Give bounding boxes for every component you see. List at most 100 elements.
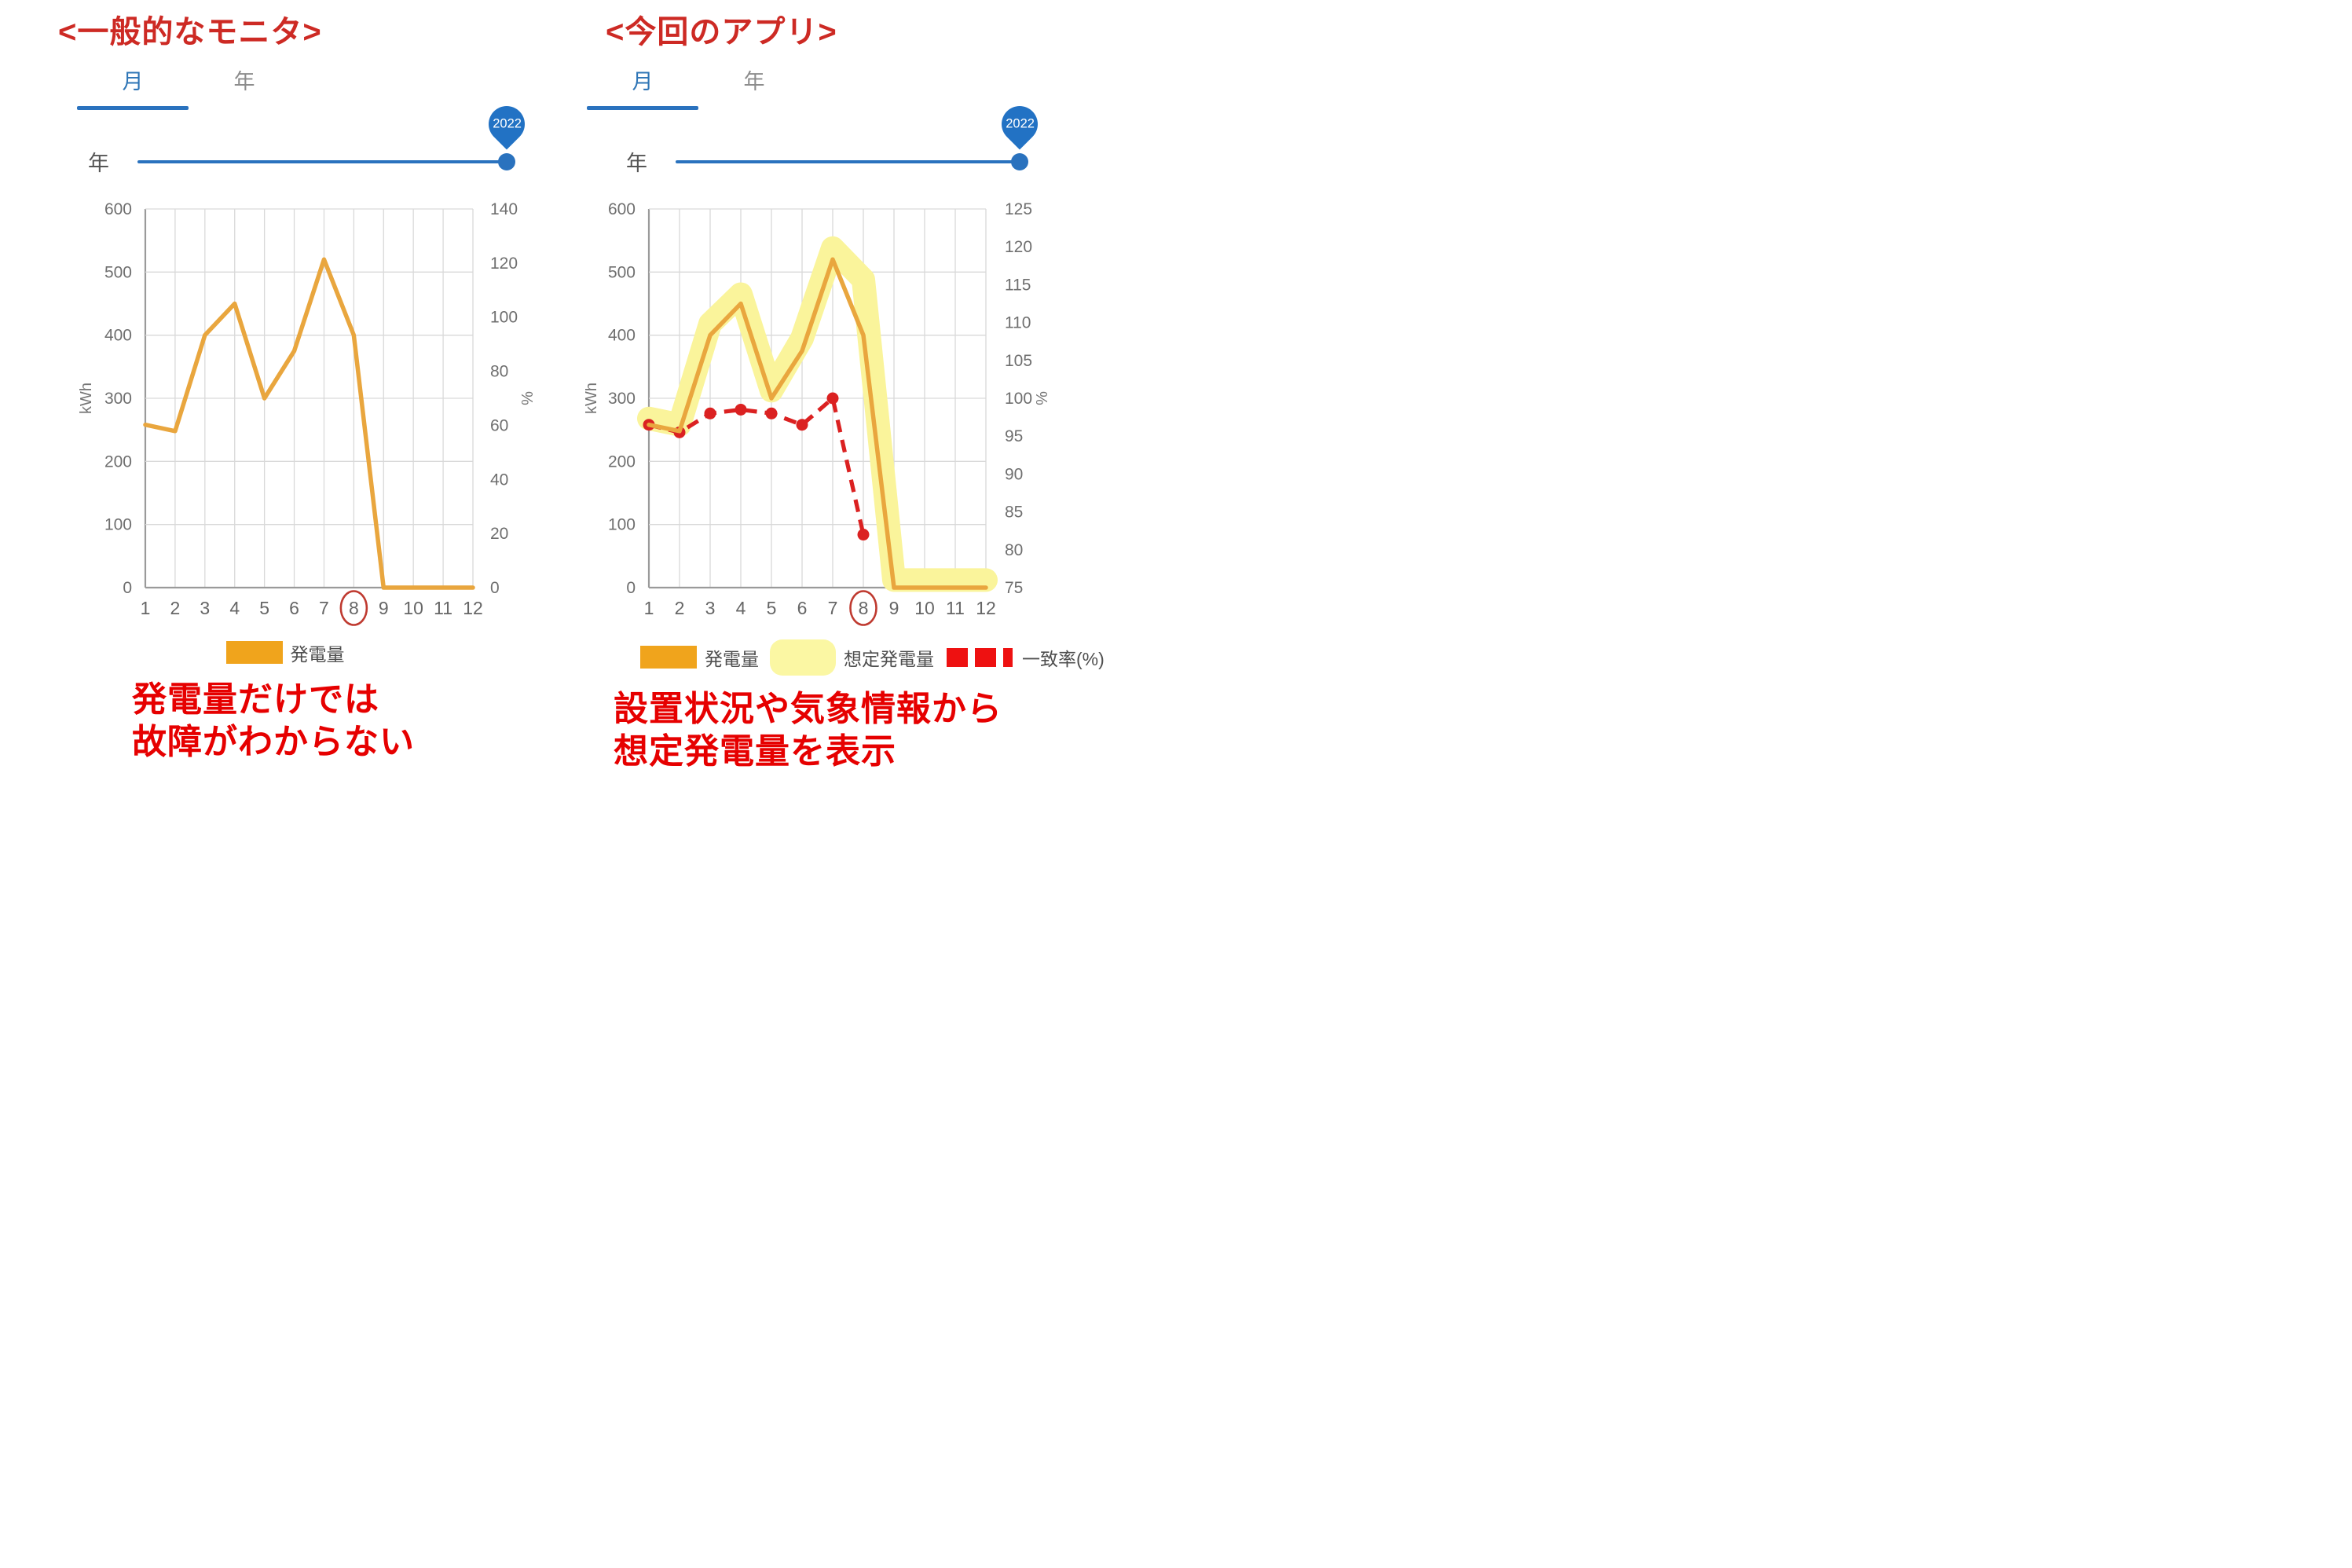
tab-month[interactable]: 月: [587, 64, 698, 110]
x-tick-label: 1: [644, 598, 654, 618]
panel-generic-monitor: <一般的なモニタ> 月 年 年 2022 0 100 200 300 400 500 600…: [0, 0, 585, 784]
x-tick-label: 11: [434, 598, 452, 618]
y-tick-label: 400: [104, 326, 132, 344]
panel-this-app: <今回のアプリ> 月 年 年 2022 0 100 200 300 400 500 600 7…: [585, 0, 1176, 784]
month-highlight-circle: [339, 589, 368, 626]
y-tick-label: 110: [1005, 313, 1031, 332]
slider-label: 年: [626, 152, 647, 175]
y-tick-label: 115: [1005, 276, 1031, 294]
slider-track-wrap: 2022: [676, 97, 1046, 170]
x-tick-label: 4: [736, 598, 746, 618]
y-tick-label: 140: [490, 200, 518, 218]
series-match-rate-line: [648, 394, 866, 535]
left-axis-tick-labels: 0 100 200 300 400 500 600: [104, 200, 132, 597]
x-tick-label: 4: [229, 598, 240, 618]
y-tick-label: 95: [1005, 427, 1023, 445]
legend-item: 一致率(%): [945, 644, 1105, 671]
legend-item: 発電量: [225, 639, 345, 666]
x-tick-label: 7: [319, 598, 329, 618]
left-axis-tick-labels: 0 100 200 300 400 500 600: [608, 200, 636, 597]
tab-month-label: 月: [632, 70, 654, 93]
caption-right: 設置状況や気象情報から 想定発電量を表示: [585, 688, 1176, 774]
match-rate-point: [704, 407, 716, 419]
y-tick-label: 80: [490, 362, 508, 380]
active-tab-underline: [77, 106, 189, 110]
caption-left: 発電量だけでは 故障がわからない: [0, 679, 585, 764]
y-tick-label: 120: [490, 254, 518, 272]
slider-track-wrap: 2022: [137, 97, 533, 170]
x-tick-label: 9: [889, 598, 899, 618]
y-tick-label: 80: [1005, 540, 1023, 559]
caption-line: 発電量だけでは: [132, 680, 379, 719]
y-tick-label: 300: [608, 390, 636, 408]
x-tick-label: 7: [828, 598, 838, 618]
y-tick-label: 20: [490, 525, 508, 543]
y-tick-label: 600: [608, 200, 636, 218]
legend: 発電量 想定発電量 一致率(%): [585, 639, 1176, 676]
match-rate-point: [857, 528, 870, 540]
x-tick-label: 8: [349, 598, 359, 618]
y-tick-label: 125: [1005, 200, 1032, 218]
y-tick-label: 100: [608, 515, 636, 533]
y-tick-label: 200: [104, 452, 132, 471]
x-tick-label: 5: [767, 598, 777, 618]
slider-handle[interactable]: [1011, 152, 1028, 170]
legend-label: 想定発電量: [844, 648, 934, 669]
slider-value: 2022: [492, 116, 522, 130]
y-tick-label: 40: [490, 471, 508, 489]
right-axis-tick-labels: 0 20 40 60 80 100 120 140: [490, 200, 518, 597]
year-slider: 年 2022: [0, 97, 585, 175]
y-tick-label: 85: [1005, 503, 1023, 521]
page-title: <今回のアプリ>: [606, 15, 837, 49]
x-tick-label: 10: [403, 598, 423, 618]
legend-item: 想定発電量: [770, 639, 934, 676]
tab-bar: 月 年: [585, 64, 1176, 110]
series-generation-line: [647, 257, 988, 590]
x-tick-label: 8: [859, 598, 869, 618]
legend-label: 発電量: [705, 648, 759, 669]
x-tick-label: 1: [141, 598, 151, 618]
x-tick-label: 3: [705, 598, 716, 618]
legend-rect-swatch: [640, 646, 697, 669]
tab-year[interactable]: 年: [189, 64, 300, 110]
gridlines: [144, 207, 474, 588]
slider-handle[interactable]: [498, 152, 515, 170]
left-axis-unit-label: kWh: [585, 383, 600, 414]
x-tick-label: 2: [170, 598, 181, 618]
month-highlight-circle: [849, 589, 877, 626]
legend-band-swatch: [770, 639, 836, 676]
slider-track[interactable]: [676, 159, 1020, 163]
y-tick-label: 500: [608, 263, 636, 281]
y-tick-label: 100: [490, 308, 518, 326]
legend-rect-swatch: [225, 641, 283, 664]
right-axis-tick-labels: 75 80 85 90 95 100 105 110 115 120 125: [1005, 200, 1032, 597]
legend-label: 一致率(%): [1022, 648, 1105, 669]
tab-year-label: 年: [233, 70, 255, 93]
y-tick-label: 300: [104, 390, 132, 408]
x-tick-label: 5: [259, 598, 269, 618]
legend-label: 発電量: [290, 643, 345, 665]
y-tick-label: 0: [123, 579, 132, 597]
x-axis-tick-labels: 1 2 3 4 5 6 7 8 9 10 11 12: [644, 598, 996, 618]
y-tick-label: 90: [1005, 465, 1023, 483]
tab-year[interactable]: 年: [698, 64, 810, 110]
y-tick-label: 500: [104, 263, 132, 281]
legend-item: 発電量: [640, 644, 759, 671]
page: <一般的なモニタ> 月 年 年 2022 0 100 200 300 400 500 600…: [0, 0, 1176, 784]
caption-line: 想定発電量を表示: [614, 732, 896, 771]
y-tick-label: 120: [1005, 238, 1032, 256]
match-rate-point: [765, 407, 778, 419]
x-tick-label: 2: [675, 598, 685, 618]
tab-month[interactable]: 月: [77, 64, 189, 110]
slider-track[interactable]: [137, 159, 507, 163]
match-rate-point: [826, 392, 839, 404]
active-tab-underline: [587, 106, 698, 110]
match-rate-point: [735, 403, 747, 416]
x-axis-tick-labels: 1 2 3 4 5 6 7 8 9 10 11 12: [141, 598, 483, 618]
caption-line: 故障がわからない: [132, 723, 415, 762]
right-axis-unit-label: %: [519, 390, 537, 405]
y-tick-label: 0: [490, 579, 500, 597]
x-tick-label: 9: [379, 598, 389, 618]
right-axis-unit-label: %: [1034, 390, 1051, 405]
y-tick-label: 600: [104, 200, 132, 218]
